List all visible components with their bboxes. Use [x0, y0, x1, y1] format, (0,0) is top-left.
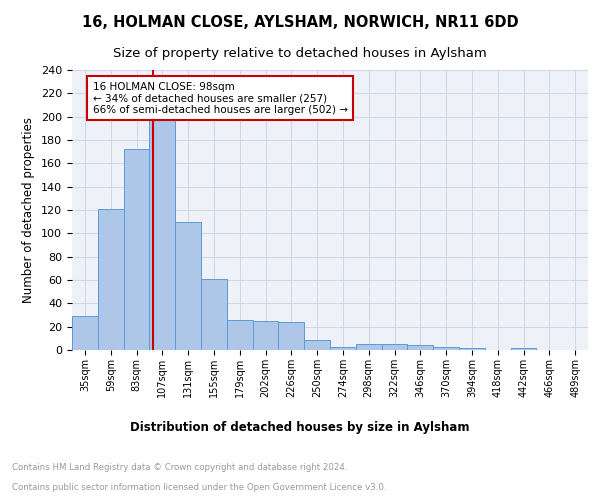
Bar [278, 322, 304, 350]
Bar [72, 316, 98, 350]
Bar [459, 348, 485, 350]
Bar [407, 346, 433, 350]
Bar [330, 346, 356, 350]
Text: Distribution of detached houses by size in Aylsham: Distribution of detached houses by size … [130, 421, 470, 434]
Y-axis label: Number of detached properties: Number of detached properties [22, 117, 35, 303]
Text: Contains HM Land Registry data © Crown copyright and database right 2024.: Contains HM Land Registry data © Crown c… [12, 463, 347, 472]
Bar [98, 209, 124, 350]
Bar [149, 120, 175, 350]
Text: Size of property relative to detached houses in Aylsham: Size of property relative to detached ho… [113, 48, 487, 60]
Bar [227, 320, 253, 350]
Bar [356, 344, 382, 350]
Text: Contains public sector information licensed under the Open Government Licence v3: Contains public sector information licen… [12, 483, 386, 492]
Bar [304, 340, 330, 350]
Bar [433, 346, 459, 350]
Bar [124, 150, 149, 350]
Bar [253, 321, 278, 350]
Bar [175, 222, 201, 350]
Text: 16 HOLMAN CLOSE: 98sqm
← 34% of detached houses are smaller (257)
66% of semi-de: 16 HOLMAN CLOSE: 98sqm ← 34% of detached… [92, 82, 347, 115]
Text: 16, HOLMAN CLOSE, AYLSHAM, NORWICH, NR11 6DD: 16, HOLMAN CLOSE, AYLSHAM, NORWICH, NR11… [82, 15, 518, 30]
Bar [511, 348, 536, 350]
Bar [382, 344, 407, 350]
Bar [201, 279, 227, 350]
